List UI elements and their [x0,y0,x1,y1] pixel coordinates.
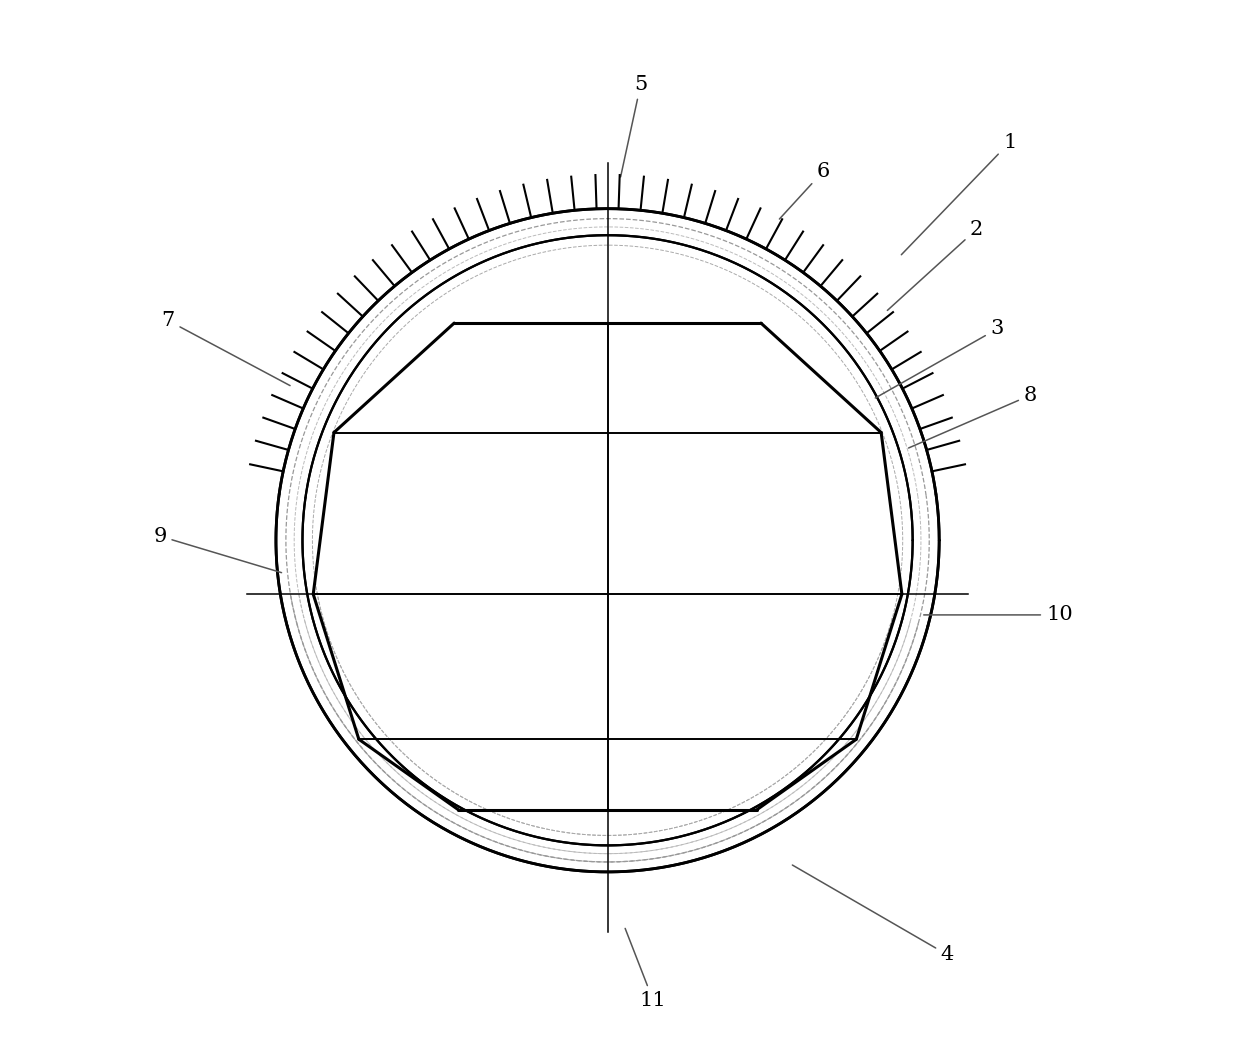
Text: 4: 4 [792,865,954,964]
Text: 2: 2 [888,220,983,311]
Text: 7: 7 [161,311,290,385]
Text: 9: 9 [154,527,281,572]
Text: 3: 3 [875,319,1004,398]
Text: 8: 8 [909,386,1037,448]
Text: 6: 6 [780,162,830,219]
Text: 10: 10 [924,605,1073,625]
Text: 1: 1 [901,133,1017,254]
Text: 11: 11 [625,929,667,1010]
Text: 5: 5 [620,74,647,177]
